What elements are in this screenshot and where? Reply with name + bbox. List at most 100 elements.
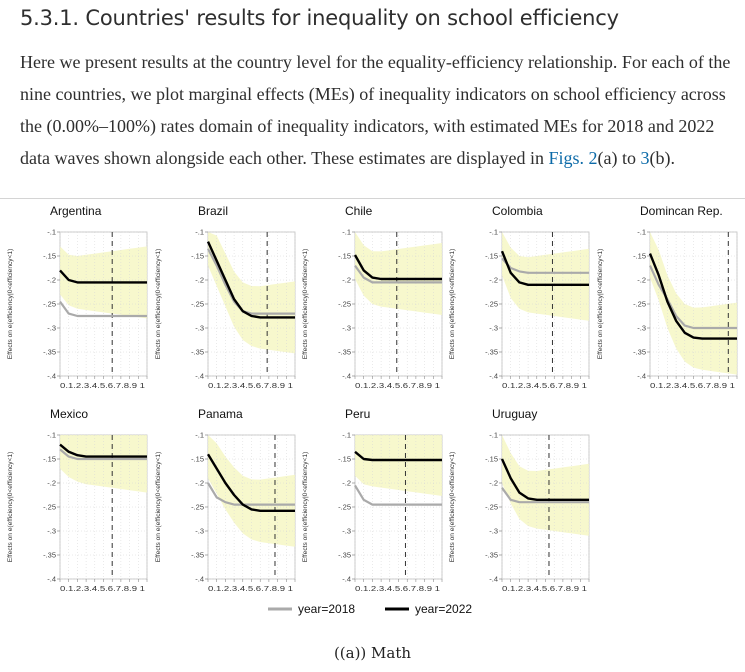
panel-title: Argentina	[50, 204, 102, 218]
body-paragraph: Here we present results at the country l…	[20, 46, 740, 174]
x-tick-labels: 0.1.2.3.4.5.6.7.8.9 1	[650, 381, 735, 390]
panel-title: Mexico	[50, 407, 88, 421]
paragraph-text: Here we present results at the country l…	[20, 52, 731, 168]
panel-title: Domincan Rep.	[640, 204, 723, 218]
y-tick-label: -.25	[338, 300, 351, 309]
y-tick-label: -.25	[43, 503, 56, 512]
y-tick-label: -.3	[342, 324, 351, 333]
confidence-band	[60, 435, 147, 493]
y-tick-label: -.25	[191, 503, 204, 512]
panel-argentina: Argentina Effects on e(efficiency|0<effic…	[7, 204, 148, 390]
y-tick-label: -.3	[489, 324, 498, 333]
y-tick-label: -.4	[342, 575, 351, 584]
y-tick-label: -.25	[338, 503, 351, 512]
x-tick-labels: 0.1.2.3.4.5.6.7.8.9 1	[502, 381, 587, 390]
panel-title: Chile	[345, 204, 373, 218]
series-line-year-2022	[500, 250, 589, 286]
y-axis-label: Effects on e(efficiency|0<efficiency<1)	[7, 249, 14, 360]
y-tick-label: -.2	[342, 479, 351, 488]
y-axis-label: Effects on e(efficiency|0<efficiency<1)	[449, 452, 456, 563]
panel-chile: Chile Effects on e(efficiency|0<efficienc…	[302, 204, 443, 390]
y-axis-label: Effects on e(efficiency|0<efficiency<1)	[302, 249, 309, 360]
panel-peru: Peru Effects on e(efficiency|0<efficiency…	[302, 407, 443, 593]
panel-panama: Panama Effects on e(efficiency|0<efficien…	[155, 407, 296, 593]
y-tick-label: -.4	[195, 575, 204, 584]
y-tick-label: -.2	[195, 276, 204, 285]
series-line-year-2022	[59, 269, 147, 284]
panel-mexico: Mexico Effects on e(efficiency|0<efficien…	[7, 407, 148, 593]
legend: year=2018 year=2022	[268, 602, 472, 616]
y-tick-label: -.2	[47, 479, 56, 488]
y-tick-label: -.15	[43, 455, 56, 464]
panel-brazil: Brazil Effects on e(efficiency|0<efficien…	[155, 204, 296, 390]
y-tick-label: -.2	[489, 276, 498, 285]
y-tick-label: -.15	[338, 455, 351, 464]
y-tick-label: -.15	[485, 455, 498, 464]
y-tick-label: -.15	[485, 252, 498, 261]
y-tick-label: -.15	[191, 455, 204, 464]
y-tick-label: -.4	[342, 372, 351, 381]
y-tick-label: -.25	[633, 300, 646, 309]
y-tick-label: -.25	[485, 300, 498, 309]
y-tick-label: -.4	[195, 372, 204, 381]
series-line-year-2022	[206, 453, 295, 512]
y-tick-label: -.1	[47, 431, 56, 440]
figure-top-rule	[0, 198, 745, 199]
y-tick-label: -.2	[47, 276, 56, 285]
confidence-band	[502, 435, 589, 536]
y-axis-label: Effects on e(efficiency|0<efficiency<1)	[302, 452, 309, 563]
y-tick-label: -.35	[43, 348, 56, 357]
figure-link-3[interactable]: 3	[640, 148, 650, 168]
series-line-year-2022	[353, 254, 442, 281]
figure-caption: ((a)) Math	[333, 644, 412, 662]
x-tick-labels: 0.1.2.3.4.5.6.7.8.9 1	[208, 381, 293, 390]
y-tick-label: -.25	[485, 503, 498, 512]
y-tick-label: -.1	[342, 431, 351, 440]
series-line-year-2018	[354, 264, 442, 284]
y-tick-label: -.2	[637, 276, 646, 285]
y-tick-label: -.1	[637, 228, 646, 237]
y-tick-label: -.1	[47, 228, 56, 237]
series-line-year-2022	[500, 458, 589, 501]
series-line-year-2018	[207, 482, 295, 506]
y-tick-label: -.1	[342, 228, 351, 237]
series-line-year-2018	[59, 300, 147, 318]
section-number: 5.3.1.	[20, 6, 79, 30]
y-tick-label: -.3	[195, 527, 204, 536]
y-tick-label: -.25	[43, 300, 56, 309]
paragraph-between: (a) to	[597, 148, 641, 168]
y-tick-label: -.3	[637, 324, 646, 333]
y-tick-label: -.35	[485, 348, 498, 357]
y-tick-label: -.35	[43, 551, 56, 560]
section-heading: 5.3.1. Countries' results for inequality…	[20, 6, 619, 30]
y-tick-label: -.35	[191, 551, 204, 560]
panel-title: Uruguay	[492, 407, 537, 421]
y-tick-label: -.2	[489, 479, 498, 488]
y-axis-label: Effects on e(efficiency|0<efficiency<1)	[155, 249, 162, 360]
series-line-year-2018	[501, 257, 589, 274]
y-axis-label: Effects on e(efficiency|0<efficiency<1)	[155, 452, 162, 563]
y-axis-label: Effects on e(efficiency|0<efficiency<1)	[449, 249, 456, 360]
series-line-year-2022	[206, 241, 295, 319]
figure-link-2[interactable]: Figs. 2	[548, 148, 598, 168]
y-tick-label: -.2	[195, 479, 204, 488]
y-tick-label: -.1	[489, 431, 498, 440]
y-axis-label: Effects on e(efficiency|0<efficiency<1)	[597, 249, 604, 360]
y-tick-label: -.1	[489, 228, 498, 237]
x-tick-labels: 0.1.2.3.4.5.6.7.8.9 1	[60, 584, 145, 593]
y-tick-label: -.15	[191, 252, 204, 261]
legend-label: year=2022	[415, 602, 472, 616]
panel-colombia: Colombia Effects on e(efficiency|0<effici…	[449, 204, 590, 390]
panel-uruguay: Uruguay Effects on e(efficiency|0<efficie…	[449, 407, 590, 593]
series-line-year-2022	[354, 450, 442, 462]
y-tick-label: -.1	[195, 228, 204, 237]
y-tick-label: -.3	[195, 324, 204, 333]
x-tick-labels: 0.1.2.3.4.5.6.7.8.9 1	[208, 584, 293, 593]
series-line-year-2018	[354, 484, 442, 506]
y-tick-label: -.3	[47, 527, 56, 536]
confidence-band	[502, 232, 589, 321]
x-tick-labels: 0.1.2.3.4.5.6.7.8.9 1	[502, 584, 587, 593]
y-tick-label: -.15	[43, 252, 56, 261]
series-line-year-2018	[207, 248, 295, 315]
y-tick-label: -.35	[191, 348, 204, 357]
